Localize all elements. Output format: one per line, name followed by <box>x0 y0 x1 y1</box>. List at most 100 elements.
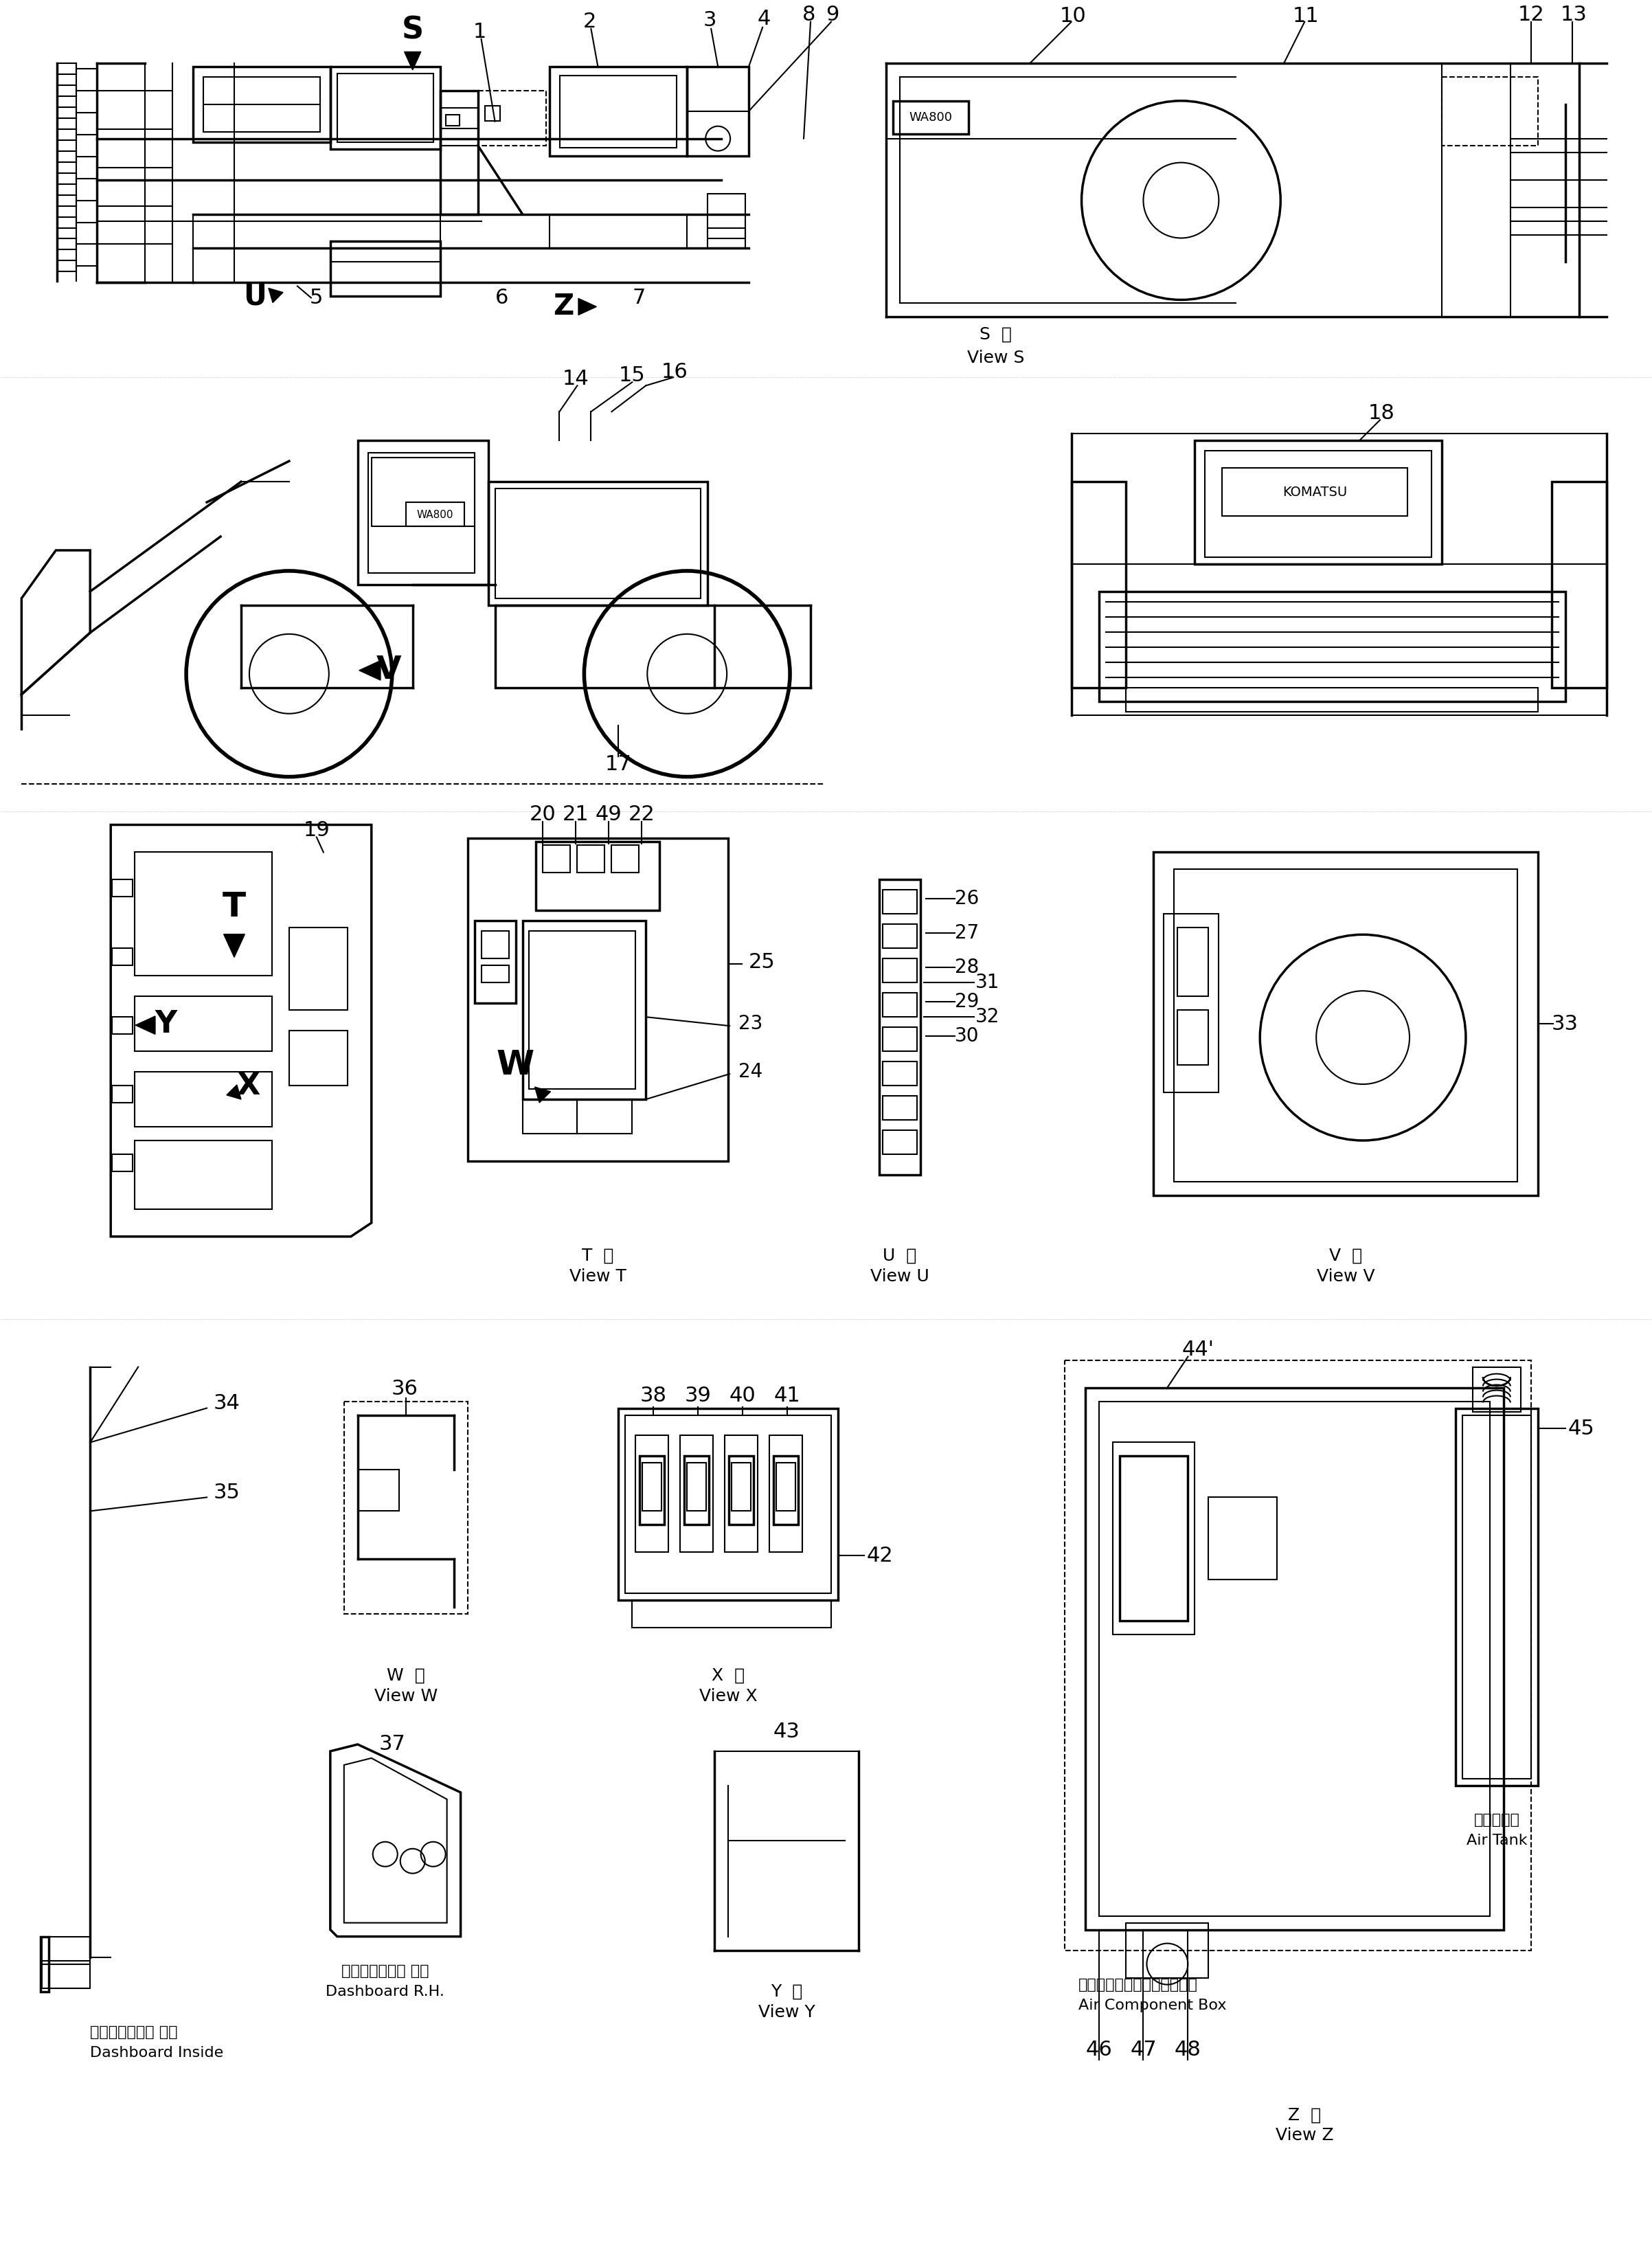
Text: Z  視: Z 視 <box>1289 2108 1322 2123</box>
Bar <box>770 1434 803 1552</box>
Bar <box>882 1130 917 1154</box>
Text: View W: View W <box>373 1687 438 1706</box>
Text: Z: Z <box>553 291 573 321</box>
Text: S: S <box>401 16 423 45</box>
Bar <box>879 879 920 1175</box>
Text: 47: 47 <box>1130 2040 1156 2060</box>
Bar <box>344 1401 468 1613</box>
Bar <box>330 66 439 149</box>
Bar <box>529 931 636 1089</box>
Text: 42: 42 <box>867 1545 894 1565</box>
Text: 12: 12 <box>1518 5 1545 25</box>
Text: 39: 39 <box>684 1385 712 1405</box>
Text: 23: 23 <box>738 1014 763 1032</box>
Bar <box>522 922 646 1100</box>
Bar <box>1551 481 1606 687</box>
Bar <box>487 481 707 605</box>
Bar <box>1472 1367 1521 1412</box>
Bar <box>477 90 547 145</box>
Bar <box>112 1087 132 1102</box>
Text: 35: 35 <box>213 1482 240 1502</box>
Text: 4: 4 <box>757 9 770 29</box>
Bar <box>1175 870 1517 1181</box>
Text: ダッシュボード 右側: ダッシュボード 右側 <box>342 1963 430 1977</box>
Text: T  視: T 視 <box>582 1247 615 1265</box>
Text: Air Tank: Air Tank <box>1467 1834 1526 1848</box>
Polygon shape <box>535 1087 550 1102</box>
Text: Air Component Box: Air Component Box <box>1079 1999 1226 2013</box>
Text: ダッシュボード 内側: ダッシュボード 内側 <box>91 2026 178 2040</box>
Bar <box>372 459 474 526</box>
Bar <box>684 1457 709 1525</box>
Text: W  視: W 視 <box>387 1667 425 1683</box>
Text: 9: 9 <box>826 5 839 25</box>
Text: W: W <box>497 1048 535 1082</box>
Bar <box>1127 1922 1209 1977</box>
Bar <box>481 931 509 958</box>
Bar <box>1455 1407 1538 1785</box>
Polygon shape <box>405 52 421 70</box>
Text: 31: 31 <box>975 974 999 992</box>
Bar <box>882 994 917 1017</box>
Text: U: U <box>243 282 266 312</box>
Bar <box>882 1062 917 1087</box>
Bar <box>289 928 347 1010</box>
Text: 30: 30 <box>955 1026 980 1046</box>
Text: X: X <box>236 1071 259 1100</box>
Bar <box>1120 1457 1188 1622</box>
Text: 5: 5 <box>311 287 324 307</box>
Text: 36: 36 <box>392 1378 418 1398</box>
Text: 48: 48 <box>1175 2040 1201 2060</box>
Text: 41: 41 <box>773 1385 801 1405</box>
Bar <box>882 1028 917 1050</box>
Bar <box>1112 1444 1194 1636</box>
Bar <box>687 1464 707 1511</box>
Bar <box>1222 468 1408 515</box>
Polygon shape <box>358 660 380 680</box>
Bar <box>112 1154 132 1172</box>
Bar <box>725 1434 758 1552</box>
Bar <box>773 1457 798 1525</box>
Bar <box>439 108 477 129</box>
Text: View X: View X <box>699 1687 757 1706</box>
Bar <box>439 90 477 215</box>
Polygon shape <box>226 1084 241 1100</box>
Text: 20: 20 <box>530 804 557 825</box>
Bar <box>41 1961 91 1988</box>
Text: 27: 27 <box>955 924 980 942</box>
Text: 33: 33 <box>1551 1014 1578 1035</box>
Text: 49: 49 <box>595 804 623 825</box>
Text: 37: 37 <box>378 1735 405 1755</box>
Bar <box>639 1457 664 1525</box>
Bar <box>112 949 132 965</box>
Text: KOMATSU: KOMATSU <box>1282 486 1348 499</box>
Bar <box>135 1141 273 1209</box>
Text: 24: 24 <box>738 1062 763 1082</box>
Bar <box>41 1936 91 1963</box>
Text: エアタンク: エアタンク <box>1474 1814 1520 1828</box>
Text: X  視: X 視 <box>712 1667 745 1683</box>
Bar <box>337 72 433 142</box>
Bar <box>481 965 509 983</box>
Bar <box>1153 852 1538 1195</box>
Bar <box>618 1407 838 1599</box>
Bar <box>135 852 273 976</box>
Bar <box>1099 1401 1490 1916</box>
Text: U  視: U 視 <box>882 1247 917 1265</box>
Bar <box>882 924 917 949</box>
Bar <box>522 1100 577 1134</box>
Text: 29: 29 <box>955 992 980 1012</box>
Bar <box>577 845 605 872</box>
Text: 15: 15 <box>620 366 646 386</box>
Bar <box>707 228 745 248</box>
Bar <box>193 66 330 142</box>
Bar <box>1209 1498 1277 1579</box>
Bar <box>135 1071 273 1127</box>
Bar <box>484 106 501 120</box>
Text: 16: 16 <box>661 361 687 382</box>
Text: Dashboard Inside: Dashboard Inside <box>91 2047 223 2060</box>
Text: 32: 32 <box>975 1008 999 1026</box>
Polygon shape <box>578 298 596 314</box>
Bar <box>560 75 677 147</box>
Text: 28: 28 <box>955 958 980 978</box>
